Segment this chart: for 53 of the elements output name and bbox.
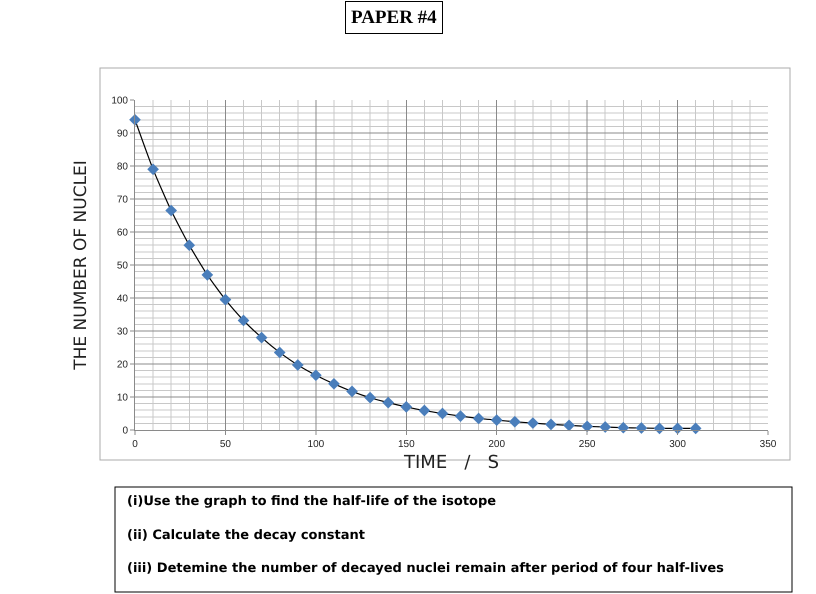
text: (iii) Detemine the number of decayed nuclei remain after period of four half-lives [127,561,724,576]
point [599,421,612,433]
x-tick-label: 150 [398,439,416,450]
y-axis-title: THE NUMBER OF NUCLEI [70,160,91,371]
x-tick-label: 350 [760,439,777,450]
point [310,369,322,382]
point [256,332,268,344]
point [183,239,196,252]
point [364,392,376,404]
point [400,401,412,413]
point [436,408,448,420]
chart-title: PAPER #4 [351,7,438,28]
point [454,410,466,422]
x-tick-label: 0 [132,439,138,450]
point [382,396,394,408]
point [328,378,340,390]
y-tick-label: 100 [111,96,128,106]
y-tick-label: 50 [116,260,128,272]
point [238,314,250,326]
point [165,204,178,216]
point [220,294,232,306]
y-tick-label: 80 [116,162,128,172]
y-tick-label: 10 [116,392,128,404]
point [147,163,159,176]
point [690,422,702,434]
point [654,422,666,434]
y-tick-label: 40 [116,294,128,304]
point [274,346,286,358]
point [563,420,575,432]
y-tick-label: 30 [116,326,128,338]
x-tick-label: 200 [488,439,506,450]
point [508,416,521,428]
y-tick-label: 70 [116,194,128,206]
x-tick-label: 300 [669,439,686,450]
y-tick-label: 20 [116,360,128,370]
point [490,414,503,426]
text: (i)Use the graph to find the half-life of the isotope [127,494,496,509]
point [472,412,484,424]
point [581,420,593,432]
y-tick-label: 0 [122,426,128,436]
x-axis-title: TIME / S [402,452,500,474]
text: (ii) Calculate the decay constant [127,528,365,543]
x-tick-label: 100 [308,439,325,450]
x-tick-label: 50 [220,439,232,450]
point [418,404,430,416]
point [527,417,539,429]
y-tick-label: 60 [116,228,128,238]
point [201,269,214,281]
point [545,418,557,430]
point [292,359,304,371]
y-tick-label: 90 [116,128,128,140]
x-tick-label: 250 [578,439,596,450]
point [346,386,358,398]
